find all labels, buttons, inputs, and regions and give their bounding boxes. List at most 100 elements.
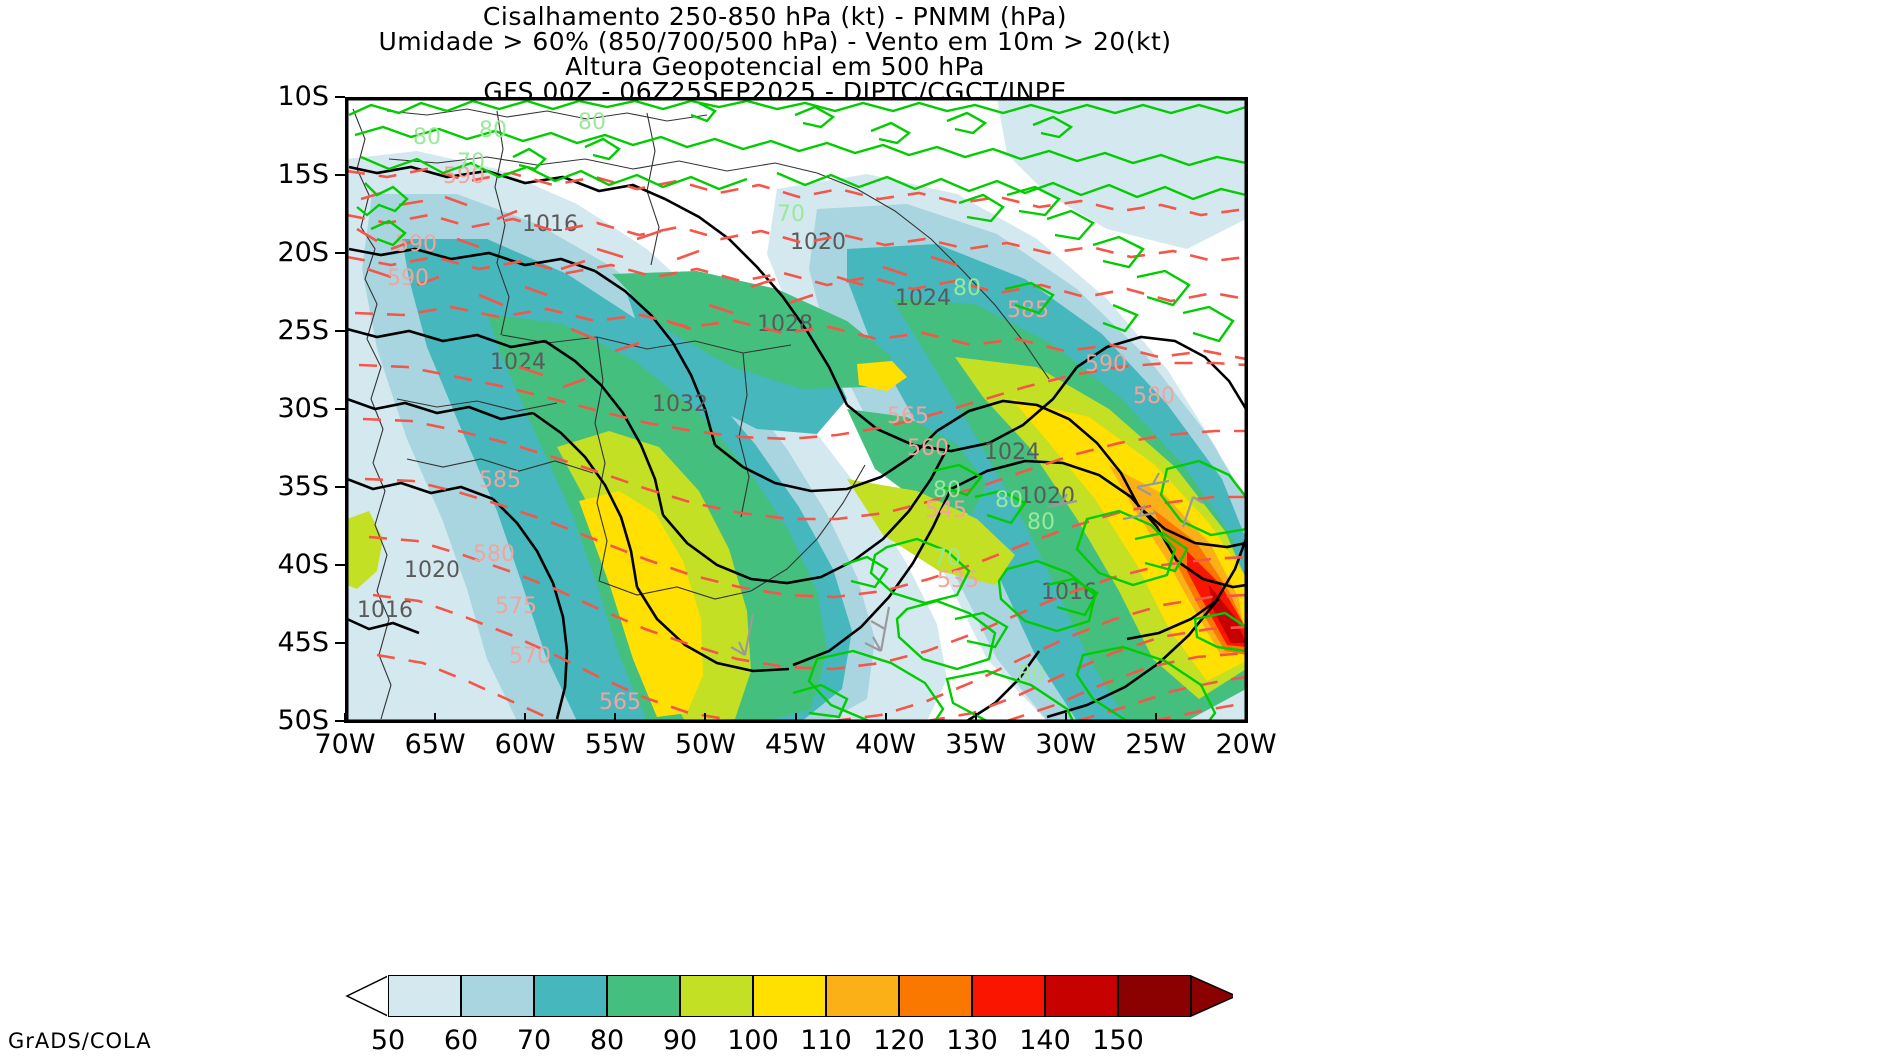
svg-text:80: 80 (578, 110, 606, 135)
x-axis-tick-label: 60W (494, 729, 556, 760)
svg-text:590: 590 (443, 164, 485, 189)
y-axis-tick (335, 642, 345, 644)
svg-text:560: 560 (907, 436, 949, 461)
x-axis-tick-label: 40W (855, 729, 917, 760)
x-axis-tick (1064, 713, 1067, 723)
svg-text:80: 80 (933, 478, 961, 503)
colorbar-swatch (1118, 975, 1191, 1017)
svg-text:70: 70 (457, 150, 485, 175)
svg-text:1024: 1024 (895, 286, 951, 311)
humidity-contour-layer (348, 99, 1246, 721)
colorbar-tick-label: 110 (800, 1025, 852, 1056)
chart-title-block: Cisalhamento 250-850 hPa (kt) - PNMM (hP… (0, 4, 1550, 104)
x-axis-tick (704, 713, 707, 723)
svg-text:590: 590 (387, 266, 429, 291)
svg-text:80: 80 (479, 118, 507, 143)
wind-barb-layer (730, 472, 1204, 656)
x-axis-tick-label: 50W (674, 729, 736, 760)
colorbar-under-arrow (345, 975, 387, 1017)
colorbar-tick-label: 130 (946, 1025, 998, 1056)
svg-text:565: 565 (887, 404, 929, 429)
colorbar-over-arrow (1191, 975, 1233, 1017)
y-axis-tick (335, 330, 345, 332)
svg-text:565: 565 (599, 690, 641, 715)
svg-text:535: 535 (937, 568, 979, 593)
colorbar-tick-label: 140 (1019, 1025, 1071, 1056)
colorbar-tick-label: 80 (589, 1025, 625, 1056)
shear-shading-layer (347, 99, 1246, 721)
pnmm-contour-layer (347, 165, 1246, 721)
svg-text:1028: 1028 (757, 312, 813, 337)
svg-text:1024: 1024 (490, 350, 546, 375)
humidity-contour-labels: 80 80 80 70 70 80 80 80 70 80 80 (413, 110, 1055, 687)
x-axis-tick (434, 713, 437, 723)
colorbar-swatch (1045, 975, 1118, 1017)
y-axis-tick (335, 486, 345, 488)
colorbar-swatch (899, 975, 972, 1017)
x-axis-tick (884, 713, 887, 723)
colorbar-swatch (972, 975, 1045, 1017)
svg-text:570: 570 (509, 644, 551, 669)
colorbar-tick-label: 50 (370, 1025, 406, 1056)
credit-label: GrADS/COLA (8, 1029, 152, 1053)
title-line-3: Altura Geopotencial em 500 hPa (565, 52, 985, 81)
svg-text:545: 545 (925, 498, 967, 523)
y-axis-tick (335, 564, 345, 566)
colorbar-swatch (461, 975, 534, 1017)
colorbar-swatch (388, 975, 461, 1017)
x-axis-tick (794, 713, 797, 723)
x-axis-tick (1154, 713, 1157, 723)
colorbar-tick-label: 60 (443, 1025, 479, 1056)
x-axis-tick-label: 30W (1035, 729, 1097, 760)
colorbar-swatch (607, 975, 680, 1017)
x-axis-tick-label: 55W (584, 729, 646, 760)
x-axis-tick (974, 713, 977, 723)
colorbar: 50 60 70 80 90 100 110 120 130 140 150 (345, 975, 1241, 1056)
title-line-1: Cisalhamento 250-850 hPa (kt) - PNMM (hP… (482, 2, 1068, 31)
colorbar-swatch (534, 975, 607, 1017)
svg-text:70: 70 (777, 202, 805, 227)
svg-text:1016: 1016 (357, 598, 413, 623)
colorbar-tick-label: 90 (662, 1025, 698, 1056)
colorbar-tick-label: 120 (873, 1025, 925, 1056)
svg-text:1032: 1032 (652, 392, 708, 417)
x-axis-tick-label: 25W (1125, 729, 1187, 760)
map-plot-svg: 1016 1020 1024 1028 1024 1032 1024 1020 … (347, 99, 1246, 721)
svg-text:1020: 1020 (404, 558, 460, 583)
x-axis-tick (1245, 713, 1247, 723)
y-axis-tick-label: 35S (277, 471, 330, 502)
y-axis-tick (335, 408, 345, 410)
x-axis-tick-label: 45W (764, 729, 827, 760)
geopotential-contour-labels: 590 590 590 585 590 580 585 580 575 570 … (387, 164, 1175, 715)
pnmm-contour-labels: 1016 1020 1024 1028 1024 1032 1024 1020 … (357, 212, 1097, 623)
y-axis-tick (335, 96, 345, 98)
x-axis-tick-label: 65W (404, 729, 466, 760)
y-axis-tick-label: 10S (277, 81, 330, 112)
svg-text:585: 585 (479, 468, 521, 493)
y-axis-tick-label: 15S (277, 159, 330, 190)
svg-text:80: 80 (953, 276, 981, 301)
colorbar-swatch (680, 975, 753, 1017)
y-axis-tick-label: 30S (277, 393, 330, 424)
y-axis-tick (335, 252, 345, 254)
x-axis-tick-label: 35W (945, 729, 1007, 760)
svg-text:1024: 1024 (984, 440, 1040, 465)
svg-text:80: 80 (413, 125, 441, 150)
geopotential-contour-layer (347, 167, 1246, 721)
y-axis-tick-label: 20S (277, 237, 330, 268)
map-plot-area: 1016 1020 1024 1028 1024 1032 1024 1020 … (345, 97, 1248, 723)
x-axis-tick (524, 713, 527, 723)
title-line-2: Umidade > 60% (850/700/500 hPa) - Vento … (378, 27, 1172, 56)
svg-text:80: 80 (995, 488, 1023, 513)
svg-text:70: 70 (933, 546, 961, 571)
colorbar-swatch (826, 975, 899, 1017)
svg-text:80: 80 (1017, 662, 1045, 687)
y-axis-tick-label: 25S (277, 315, 330, 346)
colorbar-tick-label: 150 (1092, 1025, 1144, 1056)
y-axis-tick-label: 50S (277, 705, 330, 736)
geopotential-contour-fragments (356, 191, 958, 389)
y-axis-tick (335, 174, 345, 176)
y-axis-tick-label: 45S (277, 627, 330, 658)
svg-text:580: 580 (473, 542, 515, 567)
